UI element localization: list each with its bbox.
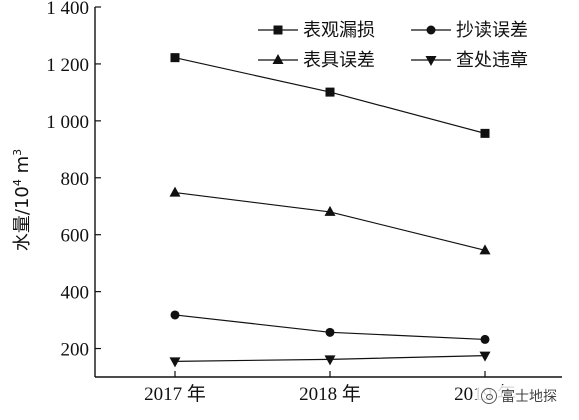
data-point-triangle-down bbox=[169, 357, 181, 368]
data-point-square bbox=[325, 87, 335, 97]
legend-label: 查处违章 bbox=[456, 50, 528, 71]
x-tick-label: 2018 年 bbox=[299, 383, 361, 405]
series-triangle-up bbox=[169, 186, 491, 255]
data-point-triangle-down bbox=[479, 351, 491, 362]
y-axis-label: 水量/104 m3 bbox=[11, 149, 33, 251]
series-triangle-down bbox=[169, 351, 491, 368]
data-point-square bbox=[273, 25, 283, 35]
data-point-triangle-up bbox=[272, 54, 284, 64]
y-tick-label: 1 400 bbox=[46, 0, 89, 19]
watermark: 富士地探 bbox=[477, 385, 561, 407]
legend-label: 表具误差 bbox=[303, 50, 375, 71]
legend-item: 表观漏损 bbox=[258, 20, 375, 41]
data-point-triangle-up bbox=[479, 244, 491, 255]
data-point-triangle-down bbox=[425, 56, 437, 66]
data-point-triangle-up bbox=[324, 205, 336, 216]
data-point-circle bbox=[426, 25, 436, 35]
data-point-square bbox=[480, 128, 490, 138]
y-tick-label: 400 bbox=[61, 283, 90, 304]
data-point-circle bbox=[170, 310, 180, 320]
y-ticks: 200 400 600 800 1 000 1 200 1 400 bbox=[46, 0, 101, 361]
legend-item: 查处违章 bbox=[411, 50, 528, 71]
data-point-square bbox=[170, 53, 180, 63]
wechat-icon bbox=[481, 388, 497, 404]
data-point-circle bbox=[480, 334, 490, 344]
data-point-triangle-up bbox=[169, 186, 181, 197]
legend-item: 表具误差 bbox=[258, 50, 375, 71]
watermark-text: 富士地探 bbox=[501, 389, 557, 405]
data-point-triangle-down bbox=[324, 355, 336, 366]
series-line bbox=[174, 191, 486, 251]
series-square bbox=[170, 53, 490, 138]
data-point-circle bbox=[325, 327, 335, 337]
series-group bbox=[169, 53, 491, 368]
y-tick-label: 1 000 bbox=[46, 112, 89, 133]
legend-item: 抄读误差 bbox=[411, 20, 528, 41]
y-tick-label: 600 bbox=[61, 226, 90, 247]
y-tick-label: 200 bbox=[61, 340, 90, 361]
x-tick-label: 2017 年 bbox=[144, 383, 206, 405]
y-tick-label: 800 bbox=[61, 169, 90, 190]
y-tick-label: 1 200 bbox=[46, 55, 89, 76]
axes bbox=[94, 7, 562, 378]
series-circle bbox=[170, 310, 490, 344]
legend-label: 抄读误差 bbox=[456, 20, 528, 41]
legend-label: 表观漏损 bbox=[303, 20, 375, 41]
